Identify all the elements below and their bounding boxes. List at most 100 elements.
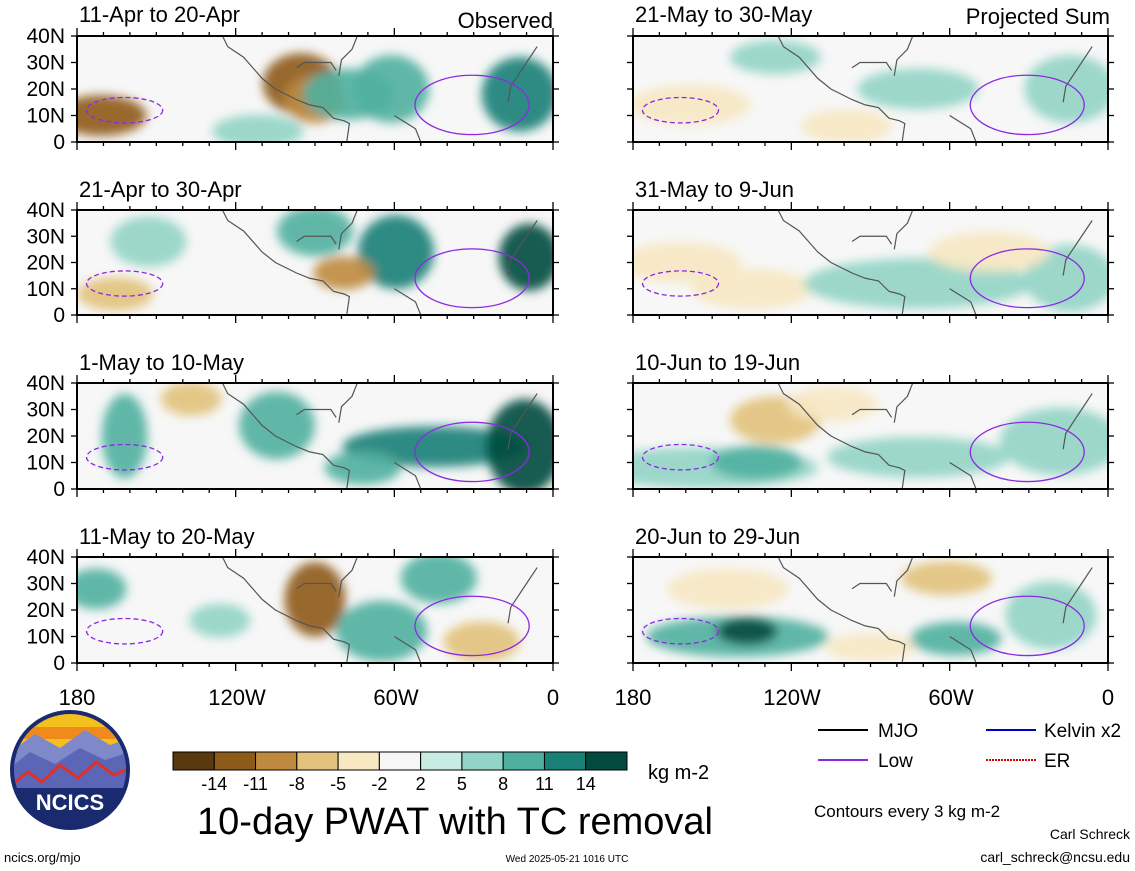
logo-text: NCICS bbox=[36, 790, 104, 815]
low-contour bbox=[414, 421, 530, 483]
colorbar-tick-label: 2 bbox=[416, 774, 426, 794]
coastline bbox=[507, 220, 538, 276]
lon-label: 180 bbox=[59, 685, 96, 710]
coastline bbox=[221, 557, 351, 663]
map-panel: 0 10N 20N 30N 40N 21-Apr to 30-Apr bbox=[26, 177, 559, 327]
coastline bbox=[851, 61, 893, 71]
colorbar-swatch bbox=[337, 751, 380, 771]
observed-label: Observed bbox=[458, 8, 553, 33]
lat-label: 40N bbox=[26, 546, 65, 569]
coastline bbox=[507, 567, 538, 624]
coastline bbox=[949, 288, 977, 315]
coastline bbox=[851, 235, 893, 245]
low-contour bbox=[969, 74, 1085, 136]
panel-period-title: 11-May to 20-May bbox=[79, 524, 255, 549]
coastline bbox=[1062, 220, 1093, 276]
low-contour-negative bbox=[641, 443, 720, 471]
colorbar-tick-label: 14 bbox=[576, 774, 596, 794]
panel-period-title: 31-May to 9-Jun bbox=[635, 177, 794, 202]
colorbar-unit: kg m-2 bbox=[648, 762, 709, 784]
coastline bbox=[893, 557, 914, 597]
lon-label: 120W bbox=[208, 685, 266, 710]
pwat-field bbox=[101, 383, 553, 489]
lat-label: 10N bbox=[26, 105, 65, 128]
panel-period-title: 10-Jun to 19-Jun bbox=[635, 350, 800, 375]
lat-label: 20N bbox=[26, 78, 65, 101]
low-contour-negative bbox=[85, 270, 164, 297]
colorbar: -14 -11 -8 -5 -2 2 5 8 11 14 bbox=[172, 751, 628, 794]
low-contour-negative bbox=[85, 96, 164, 124]
lat-label: 40N bbox=[26, 372, 65, 395]
coastline bbox=[221, 36, 351, 142]
lat-label: 10N bbox=[26, 626, 65, 649]
coastline bbox=[1062, 567, 1093, 624]
lon-axis-right: 180 120W 60W 0 bbox=[615, 685, 1114, 710]
map-panel: 21-May to 30-May bbox=[627, 2, 1114, 150]
coastline bbox=[507, 46, 538, 103]
coastline bbox=[893, 383, 914, 423]
map-panel: 20-Jun to 29-Jun bbox=[627, 524, 1114, 671]
coastline bbox=[338, 36, 358, 76]
coastline bbox=[221, 383, 351, 489]
colorbar-swatch bbox=[420, 751, 463, 771]
pwat-field bbox=[633, 387, 1108, 489]
panel-period-title: 21-Apr to 30-Apr bbox=[79, 177, 242, 202]
panel-period-title: 1-May to 10-May bbox=[79, 350, 244, 375]
coastline bbox=[507, 393, 538, 450]
colorbar-swatch bbox=[172, 751, 215, 771]
lat-label: 30N bbox=[26, 573, 65, 596]
low-contour bbox=[969, 421, 1085, 483]
lat-label: 10N bbox=[26, 452, 65, 475]
coastline bbox=[394, 114, 422, 142]
colorbar-swatch bbox=[502, 751, 545, 771]
colorbar-tick-label: 5 bbox=[457, 774, 467, 794]
lat-label: 30N bbox=[26, 52, 65, 75]
colorbar-tick-label: -2 bbox=[371, 774, 387, 794]
footer-url: ncics.org/mjo bbox=[4, 850, 81, 865]
coastline bbox=[394, 461, 422, 489]
map-panel: 0 10N 20N 30N 40N 11-Apr to 20-Apr bbox=[26, 2, 559, 154]
coastline bbox=[949, 114, 977, 142]
coastline bbox=[296, 408, 337, 418]
legend-label-kelvin: Kelvin x2 bbox=[1044, 721, 1121, 742]
colorbar-swatch bbox=[378, 751, 422, 771]
coastline bbox=[394, 288, 422, 315]
contour-note: Contours every 3 kg m-2 bbox=[814, 802, 1000, 821]
legend-label-low: Low bbox=[878, 751, 913, 772]
colorbar-swatch bbox=[255, 751, 298, 771]
lat-label: 30N bbox=[26, 399, 65, 422]
lat-label: 10N bbox=[26, 278, 65, 301]
coastline bbox=[893, 36, 914, 76]
lat-label: 20N bbox=[26, 425, 65, 448]
projected-sum-label: Projected Sum bbox=[966, 4, 1110, 29]
colorbar-tick-label: -8 bbox=[289, 774, 305, 794]
lon-label: 60W bbox=[373, 685, 418, 710]
lon-label: 180 bbox=[615, 685, 652, 710]
low-contour bbox=[414, 595, 530, 657]
coastline bbox=[1062, 46, 1093, 103]
colorbar-swatch bbox=[543, 751, 587, 771]
map-panel: 10-Jun to 19-Jun bbox=[627, 350, 1114, 497]
legend: MJO Kelvin x2 Low ER Contours every 3 kg… bbox=[814, 721, 1121, 821]
map-panel: 31-May to 9-Jun bbox=[627, 177, 1114, 323]
colorbar-tick-label: 8 bbox=[498, 774, 508, 794]
pwat-field bbox=[77, 53, 553, 142]
lat-label: 40N bbox=[26, 199, 65, 222]
coastline bbox=[777, 210, 906, 315]
lat-label: 0 bbox=[53, 304, 65, 327]
ncics-logo: NCICS bbox=[10, 710, 130, 830]
low-contour-negative bbox=[641, 96, 720, 124]
coastline bbox=[949, 635, 977, 663]
coastline bbox=[949, 461, 977, 489]
legend-label-er: ER bbox=[1044, 751, 1070, 772]
lon-label: 120W bbox=[763, 685, 821, 710]
coastline bbox=[851, 408, 893, 418]
low-contour-negative bbox=[85, 443, 164, 471]
colorbar-swatch bbox=[461, 751, 504, 771]
lon-label: 60W bbox=[928, 685, 973, 710]
footer-email: carl_schreck@ncsu.edu bbox=[980, 849, 1130, 865]
low-contour bbox=[414, 74, 530, 136]
low-contour-negative bbox=[85, 617, 164, 645]
colorbar-swatch bbox=[213, 751, 257, 771]
coastline bbox=[777, 36, 906, 142]
